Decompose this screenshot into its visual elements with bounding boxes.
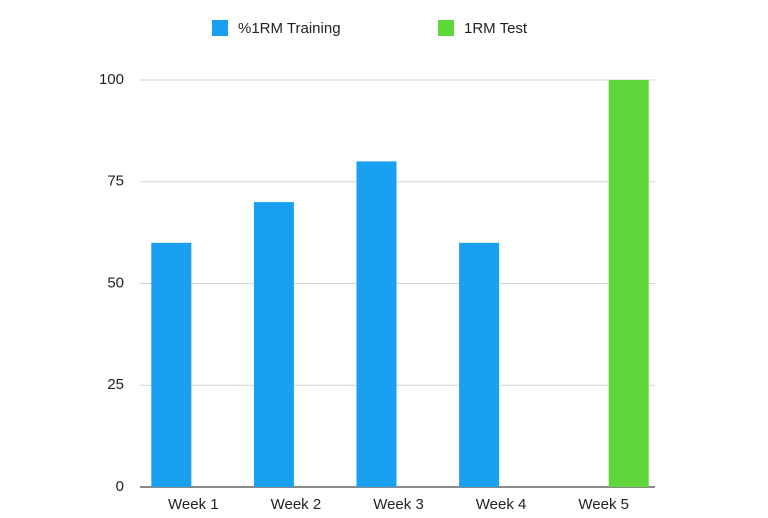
y-tick-label: 100 [99,71,124,88]
x-tick-label: Week 2 [271,496,322,513]
legend-swatch [438,20,454,36]
x-tick-label: Week 4 [476,496,527,513]
bar [151,242,192,487]
x-tick-label: Week 3 [373,496,424,513]
bar [356,161,397,487]
legend-label: 1RM Test [464,20,528,37]
y-tick-label: 0 [116,478,124,495]
legend-label: %1RM Training [238,20,341,37]
bar [608,80,649,487]
x-tick-label: Week 1 [168,496,219,513]
bar [253,202,294,487]
bar [459,242,500,487]
legend-swatch [212,20,228,36]
y-tick-label: 75 [107,173,124,190]
x-tick-label: Week 5 [578,496,629,513]
y-tick-label: 50 [107,274,124,291]
y-tick-label: 25 [107,376,124,393]
